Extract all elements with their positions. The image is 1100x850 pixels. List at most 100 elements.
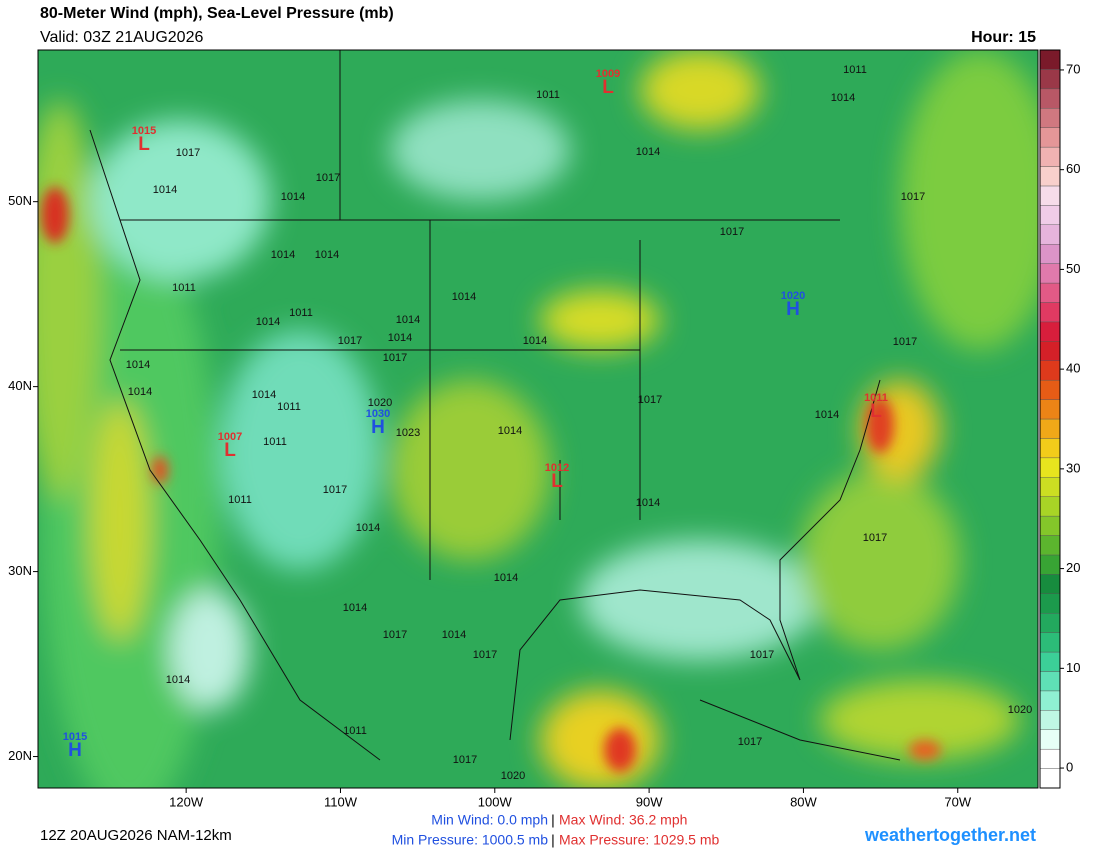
center-value: 1020 <box>781 290 805 302</box>
isobar-label: 1014 <box>281 191 305 203</box>
center-symbol: L <box>551 471 563 492</box>
isobar-label: 1017 <box>738 736 762 748</box>
colorbar-swatch <box>1039 146 1061 167</box>
colorbar-swatch <box>1039 321 1061 342</box>
center-symbol: H <box>786 299 800 320</box>
colorbar-frame <box>1039 49 1061 789</box>
colorbar-tick-label: 70 <box>1066 61 1080 76</box>
colorbar-swatch <box>1039 651 1061 672</box>
colorbar-swatch <box>1039 69 1061 90</box>
colorbar-tick-label: 20 <box>1066 560 1080 575</box>
separator: | <box>551 832 555 848</box>
colorbar-swatch <box>1039 438 1061 459</box>
isobar-label: 1014 <box>343 602 367 614</box>
colorbar-swatch <box>1039 729 1061 750</box>
colorbar-swatch <box>1039 535 1061 556</box>
isobar-label: 1014 <box>452 291 476 303</box>
center-value: 1030 <box>366 408 390 420</box>
colorbar-swatch <box>1039 244 1061 264</box>
isobar-label: 1017 <box>473 649 497 661</box>
isobar-label: 1011 <box>843 64 867 76</box>
isobar-label: 1020 <box>501 770 525 782</box>
y-tick-label: 30N <box>8 563 32 578</box>
center-symbol: H <box>371 417 385 438</box>
colorbar-swatch <box>1039 632 1061 653</box>
colorbar-swatch <box>1039 574 1061 594</box>
isobar-label: 1014 <box>388 332 412 344</box>
isobar-label: 1020 <box>1008 704 1032 716</box>
isobar-label: 1014 <box>256 316 280 328</box>
x-tick-label: 80W <box>790 794 817 809</box>
colorbar-swatch <box>1039 302 1061 323</box>
colorbar-swatch <box>1039 379 1061 400</box>
model-run: 12Z 20AUG2026 NAM-12km <box>40 827 232 844</box>
colorbar-tick-label: 30 <box>1066 460 1080 475</box>
center-symbol: H <box>68 740 82 761</box>
isobar-label: 1017 <box>750 649 774 661</box>
colorbar-swatch <box>1039 108 1061 128</box>
colorbar-swatch <box>1039 205 1061 225</box>
center-symbol: L <box>138 134 150 155</box>
colorbar-swatch <box>1039 263 1061 284</box>
colorbar-swatch <box>1039 127 1061 148</box>
colorbar-swatch <box>1039 49 1061 70</box>
wind-maxima <box>41 187 941 772</box>
isobar-label: 1014 <box>831 92 855 104</box>
isobar-label: 1017 <box>176 147 200 159</box>
max-wind: Max Wind: 36.2 mph <box>559 812 687 828</box>
isobar-label: 1017 <box>316 172 340 184</box>
isobar-label: 1011 <box>172 282 196 294</box>
isobar-label: 1023 <box>396 427 420 439</box>
isobar-label: 1014 <box>356 522 380 534</box>
isobar-label: 1017 <box>863 532 887 544</box>
isobar-label: 1014 <box>636 497 660 509</box>
isobar-label: 1014 <box>442 629 466 641</box>
min-wind: Min Wind: 0.0 mph <box>431 812 548 828</box>
colorbar-swatch <box>1039 457 1061 478</box>
colorbar-swatch <box>1039 593 1061 614</box>
center-symbol: L <box>602 77 614 98</box>
isobar-label: 1011 <box>343 725 367 737</box>
site-name: weathertogether.net <box>864 825 1036 845</box>
forecast-hour: Hour: 15 <box>971 29 1036 46</box>
colorbar-swatch <box>1039 224 1061 245</box>
isobar-label: 1014 <box>396 314 420 326</box>
separator: | <box>551 812 555 828</box>
title: 80-Meter Wind (mph), Sea-Level Pressure … <box>40 5 394 22</box>
x-tick-label: 100W <box>478 794 513 809</box>
colorbar: 0 10 20 30 40 50 60 70 <box>1039 49 1080 789</box>
center-value: 1012 <box>545 462 569 474</box>
colorbar-tick-label: 40 <box>1066 361 1080 376</box>
isobar-label: 1014 <box>166 674 190 686</box>
x-tick-label: 120W <box>169 794 204 809</box>
colorbar-swatch <box>1039 418 1061 439</box>
isobar-label: 1014 <box>815 409 839 421</box>
y-tick-label: 50N <box>8 193 32 208</box>
isobar-label: 1014 <box>494 572 518 584</box>
isobar-label: 1017 <box>383 629 407 641</box>
isobar-label: 1014 <box>128 386 152 398</box>
isobar-label: 1020 <box>368 397 392 409</box>
colorbar-swatch <box>1039 360 1061 381</box>
isobar-label: 1014 <box>315 249 339 261</box>
colorbar-tick-label: 0 <box>1066 759 1073 774</box>
colorbar-swatch <box>1039 399 1061 420</box>
colorbar-swatch <box>1039 477 1061 497</box>
isobar-label: 1017 <box>323 484 347 496</box>
y-tick-label: 20N <box>8 748 32 763</box>
colorbar-tick-label: 60 <box>1066 161 1080 176</box>
isobar-label: 1011 <box>289 307 313 319</box>
center-symbol: L <box>224 440 236 461</box>
colorbar-tick-label: 10 <box>1066 660 1080 675</box>
isobar-label: 1017 <box>383 352 407 364</box>
colorbar-swatch <box>1039 710 1061 730</box>
y-tick-label: 40N <box>8 378 32 393</box>
isobar-label: 1011 <box>536 89 560 101</box>
center-value: 1009 <box>596 68 620 80</box>
isobar-label: 1014 <box>271 249 295 261</box>
isobar-label: 1011 <box>228 494 252 506</box>
isobar-label: 1017 <box>893 336 917 348</box>
colorbar-swatch <box>1039 768 1061 789</box>
isobar-label: 1017 <box>901 191 925 203</box>
